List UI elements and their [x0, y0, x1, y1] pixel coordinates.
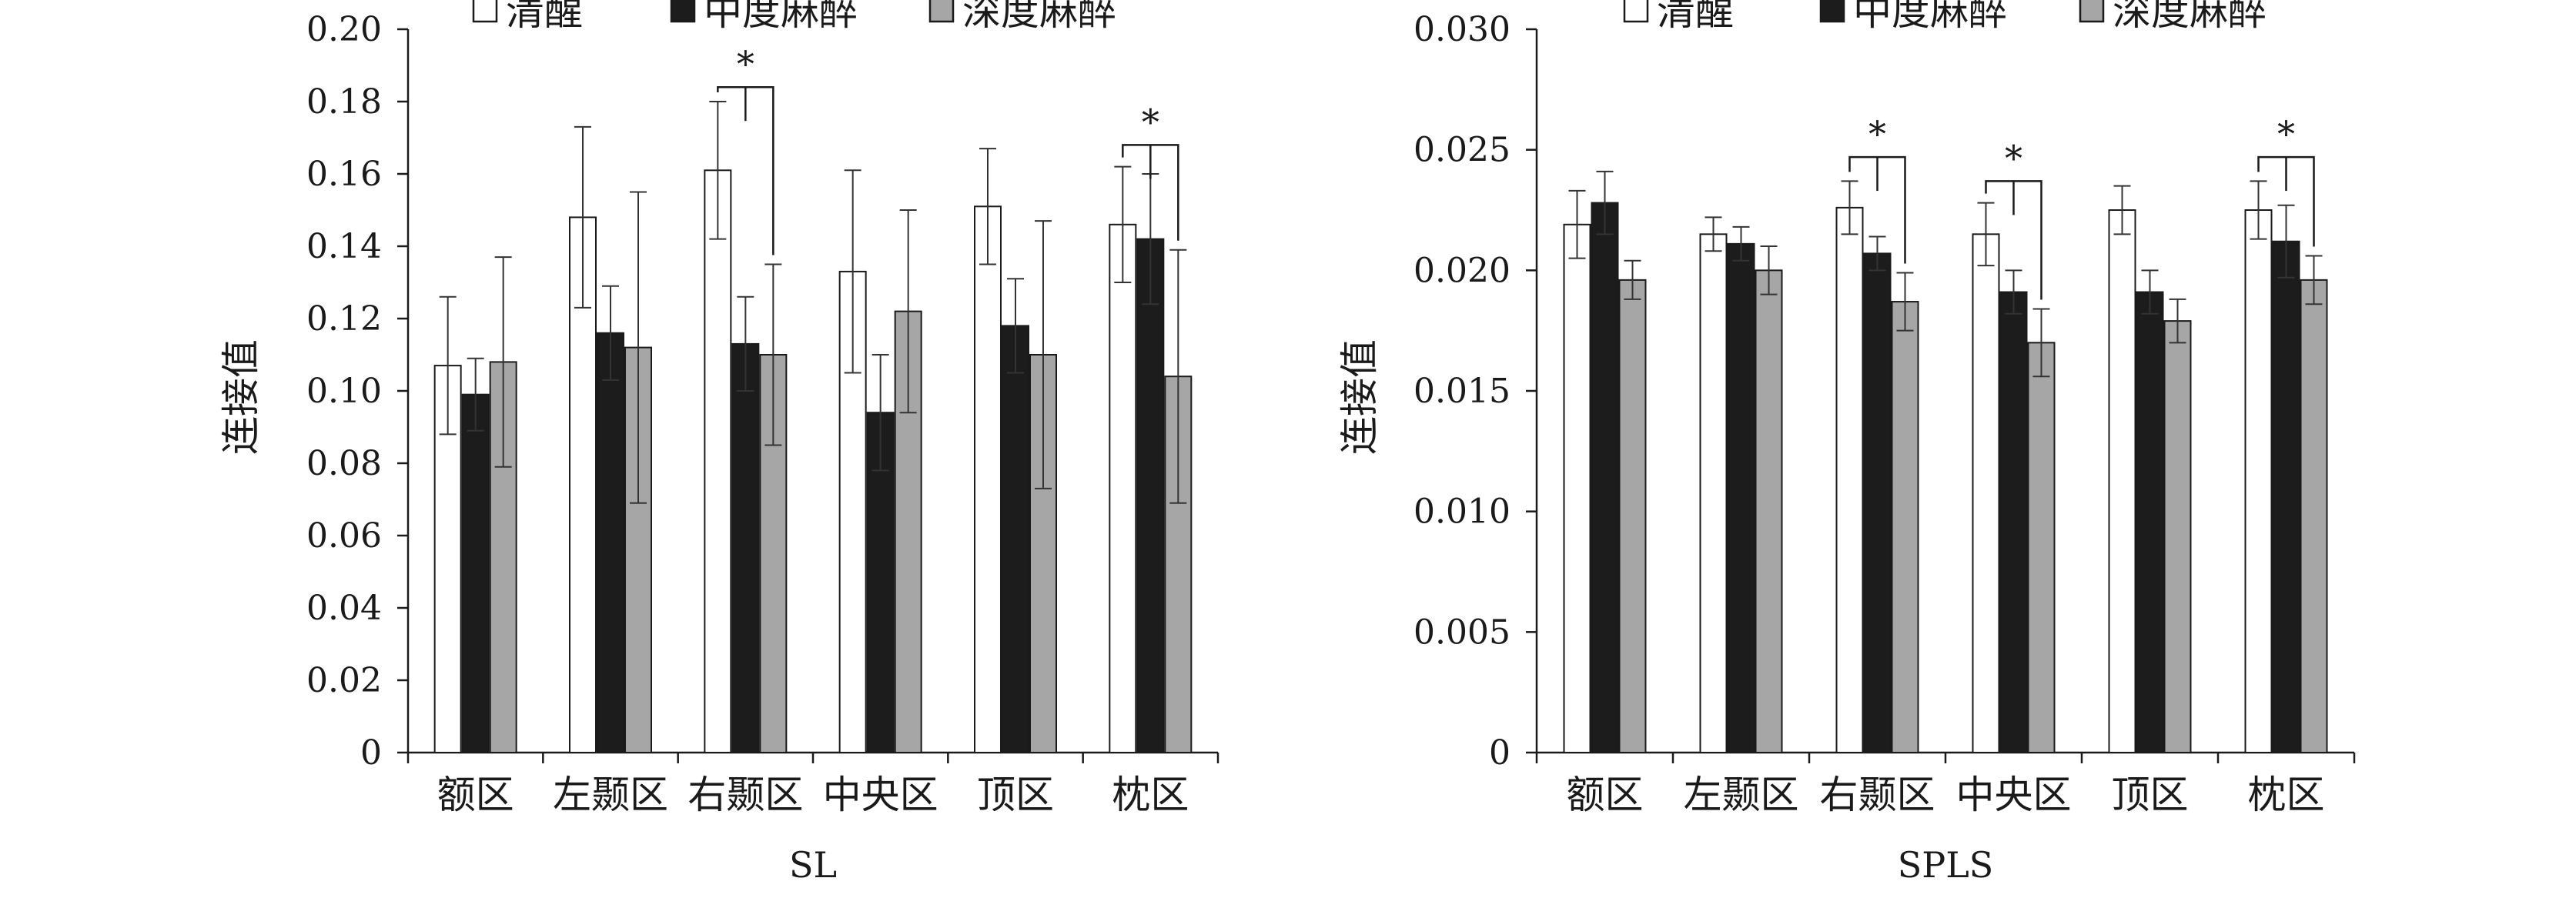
y-tick-label: 0.04	[306, 589, 382, 628]
bar	[1109, 223, 1137, 753]
x-axis-title: SPLS	[1898, 844, 1994, 886]
y-tick-label: 0	[1489, 733, 1510, 773]
bar	[1699, 233, 1728, 754]
bar	[1835, 206, 1864, 754]
bar	[1999, 291, 2028, 753]
bar	[704, 169, 732, 754]
bar	[1563, 223, 1591, 753]
bar	[2272, 240, 2300, 753]
category-label: 额区	[1567, 773, 1644, 817]
legend-swatch	[472, 0, 498, 23]
x-axis-title: SL	[789, 844, 837, 886]
y-tick-label: 0.16	[306, 155, 382, 194]
y-tick-label: 0.12	[306, 299, 382, 339]
legend-label: 清醒	[506, 0, 583, 34]
significance-star: *	[737, 43, 754, 85]
category-label: 中央区	[823, 773, 938, 817]
bar	[2108, 209, 2136, 753]
y-tick-label: 0.08	[306, 444, 382, 483]
y-tick-label: 0	[360, 733, 382, 773]
bar	[1891, 301, 1919, 754]
bar	[1972, 233, 2000, 754]
y-tick-label: 0.18	[306, 82, 382, 122]
category-label: 右颞区	[1820, 773, 1935, 817]
y-tick-label: 0.030	[1413, 10, 1510, 49]
legend-swatch	[1819, 0, 1845, 23]
legend-swatch	[2079, 0, 2105, 23]
category-label: 顶区	[2112, 773, 2189, 817]
legend-label: 清醒	[1657, 0, 1734, 34]
bar	[1002, 325, 1029, 753]
y-tick-label: 0.02	[306, 661, 382, 700]
bar	[2300, 279, 2328, 754]
bar	[1863, 252, 1892, 753]
y-tick-label: 0.015	[1413, 372, 1510, 411]
bar	[1727, 242, 1755, 754]
category-label: 枕区	[2248, 773, 2325, 817]
y-tick-label: 0.10	[306, 372, 382, 411]
legend-label: 深度麻醉	[962, 0, 1116, 34]
legend-swatch	[670, 0, 696, 23]
significance-star: *	[2277, 113, 2295, 155]
significance-star: *	[2005, 137, 2022, 179]
y-tick-label: 0.025	[1413, 131, 1510, 170]
category-label: 左颞区	[1684, 773, 1799, 817]
legend-label: 中度麻醉	[1853, 0, 2007, 34]
bar	[597, 332, 624, 753]
bar	[731, 342, 760, 753]
y-tick-label: 0.005	[1413, 613, 1510, 652]
y-tick-label: 0.06	[306, 516, 382, 556]
category-label: 额区	[437, 773, 514, 817]
bar	[461, 393, 490, 753]
y-tick-label: 0.020	[1413, 251, 1510, 290]
bar	[974, 205, 1002, 753]
category-label: 中央区	[1956, 773, 2072, 817]
bar	[1755, 269, 1783, 754]
bar	[2136, 291, 2164, 753]
bar	[2244, 209, 2273, 753]
y-tick-label: 0.14	[306, 227, 382, 266]
y-axis-title: 连接值	[219, 339, 263, 455]
chart-spls: 00.0050.0100.0150.0200.0250.030额区 左颞区 右颞区中…	[1337, 0, 2356, 886]
category-label: 右颞区	[687, 773, 803, 817]
y-tick-label: 0.010	[1413, 492, 1510, 532]
significance-star: *	[1868, 113, 1886, 155]
bar	[1136, 238, 1165, 754]
bar	[1591, 202, 1619, 754]
y-axis-title: 连接值	[1337, 339, 1382, 455]
bar	[1618, 279, 1647, 754]
category-label: 枕区	[1112, 773, 1189, 817]
chart-sl: 0 0.02 0.04 0.06 0.08 0.10 0.12 0.14 0.16 0.18 0.2…	[219, 0, 1219, 886]
bar	[2163, 320, 2192, 753]
legend-swatch	[1623, 0, 1649, 23]
y-tick-label: 0.20	[306, 10, 382, 49]
bar	[1164, 376, 1193, 753]
significance-star: *	[1142, 101, 1159, 142]
legend-swatch	[928, 0, 955, 23]
category-label: 左颞区	[553, 773, 668, 817]
category-label: 顶区	[977, 773, 1054, 817]
legend-label: 深度麻醉	[2113, 0, 2267, 34]
bar	[2027, 342, 2056, 754]
legend-label: 中度麻醉	[704, 0, 858, 34]
